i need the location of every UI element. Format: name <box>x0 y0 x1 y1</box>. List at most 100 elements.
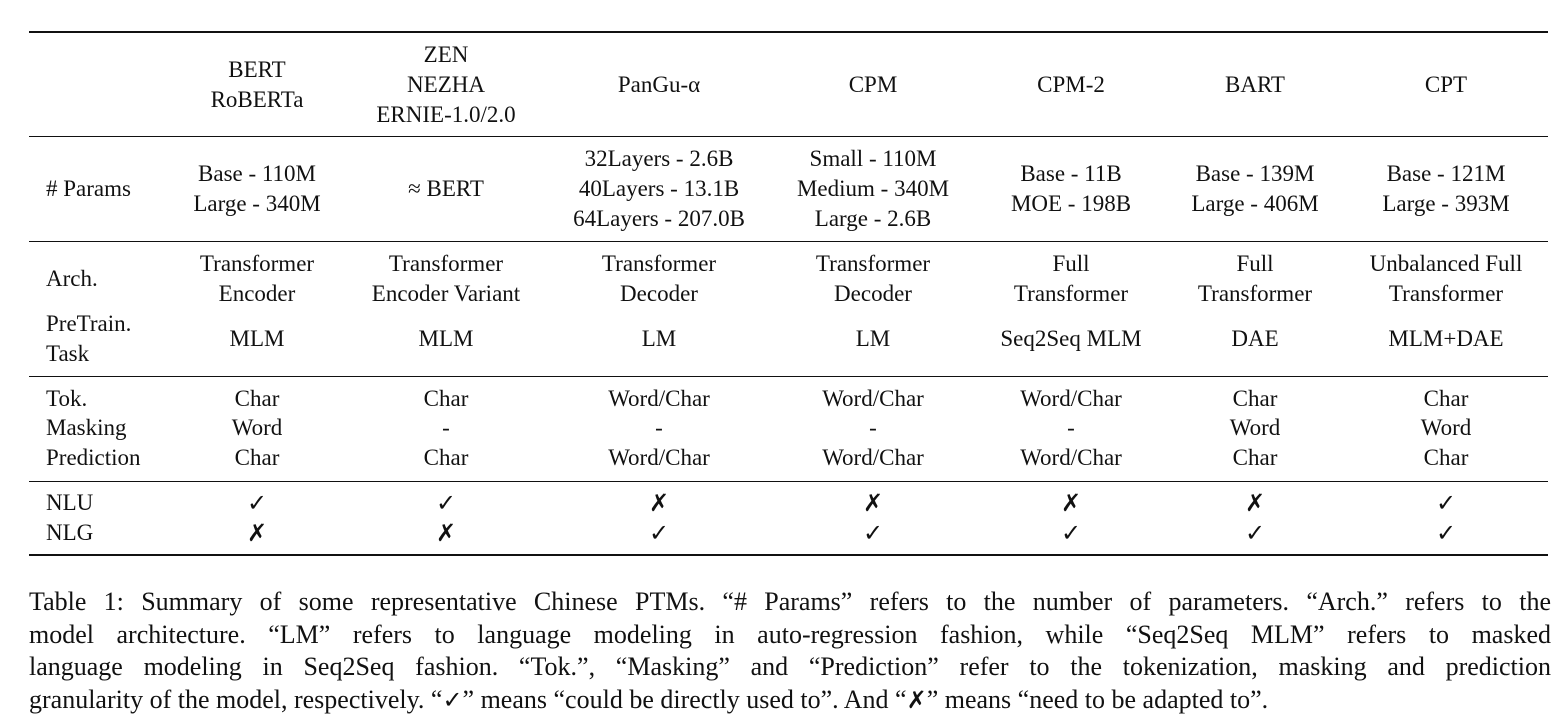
pretrain-cell-cpm2-line-1: Seq2Seq MLM <box>1000 326 1142 351</box>
nlu-cell-cpm2-line-1: ✗ <box>1060 489 1082 517</box>
arch-cell-cpt: Unbalanced Full Transformer <box>1341 249 1551 309</box>
model-header-zen-line-3: ERNIE-1.0/2.0 <box>376 102 516 127</box>
nlu-cell-bart-line-1: ✗ <box>1244 489 1266 517</box>
row-label-pretrain-2: Task <box>46 341 90 366</box>
model-header-cpm2: CPM-2 <box>966 70 1176 100</box>
masking-cell-pangu-line-1: - <box>655 415 663 440</box>
row-label-tok: Tok. <box>46 386 88 411</box>
nlu-cell-bart: ✗ <box>1150 488 1360 518</box>
prediction-cell-zen-line-1: Char <box>423 445 469 470</box>
arch-bottom-rule <box>29 376 1548 377</box>
arch-cell-cpm2-line-1: Full <box>1052 251 1090 276</box>
row-label-pretrain-1: PreTrain. <box>46 311 132 336</box>
nlg-cell-bert: ✗ <box>152 518 362 548</box>
tok-cell-cpm-line-1: Word/Char <box>822 386 924 411</box>
caption-line-3: language modeling in Seq2Seq fashion. “T… <box>29 652 1551 681</box>
pretrain-cell-bart-line-1: DAE <box>1231 326 1279 351</box>
nlg-cell-pangu: ✓ <box>554 518 764 548</box>
params-cell-cpm-line-1: Small - 110M <box>809 146 937 171</box>
prediction-cell-pangu-line-1: Word/Char <box>608 445 710 470</box>
arch-cell-bart-line-1: Full <box>1236 251 1274 276</box>
prediction-cell-cpt: Char <box>1341 443 1551 473</box>
nlg-cell-cpt: ✓ <box>1341 518 1551 548</box>
nlg-cell-cpm2-line-1: ✓ <box>1060 519 1082 547</box>
arch-cell-cpm2: Full Transformer <box>966 249 1176 309</box>
pretrain-cell-cpm: LM <box>768 324 978 354</box>
arch-cell-pangu: Transformer Decoder <box>554 249 764 309</box>
nlu-cell-cpm2: ✗ <box>966 488 1176 518</box>
nlg-cell-cpm: ✓ <box>768 518 978 548</box>
nlu-cell-zen: ✓ <box>341 488 551 518</box>
nlg-cell-bart: ✓ <box>1150 518 1360 548</box>
model-header-bert: BERT RoBERTa <box>152 55 362 115</box>
params-cell-pangu-line-2: 40Layers - 13.1B <box>578 176 740 201</box>
arch-cell-cpm: Transformer Decoder <box>768 249 978 309</box>
nlg-cell-zen: ✗ <box>341 518 551 548</box>
arch-cell-bart-line-2: Transformer <box>1197 281 1313 306</box>
model-header-pangu-line-1: PanGu-α <box>617 72 701 97</box>
row-label-arch: Arch. <box>46 266 98 291</box>
pretrain-cell-bart: DAE <box>1150 324 1360 354</box>
model-header-zen: ZEN NEZHA ERNIE-1.0/2.0 <box>341 40 551 130</box>
tok-cell-cpt-line-1: Char <box>1423 386 1469 411</box>
arch-cell-cpt-line-2: Transformer <box>1388 281 1504 306</box>
pretrain-cell-bert-line-1: MLM <box>229 326 285 351</box>
params-cell-bert: Base - 110M Large - 340M <box>152 159 362 219</box>
nlu-cell-pangu-line-1: ✗ <box>648 489 670 517</box>
nlg-cell-zen-line-1: ✗ <box>435 519 457 547</box>
params-cell-cpm-line-3: Large - 2.6B <box>814 206 932 231</box>
caption-line-4-c: ” means “need to be adapted to”. <box>926 684 1269 714</box>
header-bottom-rule <box>29 136 1548 137</box>
params-cell-cpm2-line-2: MOE - 198B <box>1010 191 1132 216</box>
model-header-pangu: PanGu-α <box>554 70 764 100</box>
nlg-cell-bert-line-1: ✗ <box>246 519 268 547</box>
caption-line-4: granularity of the model, respectively. … <box>29 684 1551 717</box>
params-cell-pangu: 32Layers - 2.6B 40Layers - 13.1B 64Layers … <box>554 144 764 234</box>
check-mark-icon: ✓ <box>442 685 463 714</box>
table-caption: Table 1: Summary of some representative … <box>29 586 1551 716</box>
params-cell-cpt-line-1: Base - 121M <box>1386 161 1506 186</box>
nlu-cell-cpt: ✓ <box>1341 488 1551 518</box>
params-cell-zen-line-1: ≈ BERT <box>408 176 484 201</box>
model-header-zen-line-2: NEZHA <box>407 72 485 97</box>
tok-cell-zen-line-1: Char <box>423 386 469 411</box>
model-header-cpm2-line-1: CPM-2 <box>1037 72 1105 97</box>
tok-cell-bart: Char <box>1150 384 1360 414</box>
params-cell-cpt-line-2: Large - 393M <box>1382 191 1510 216</box>
masking-cell-zen-line-1: - <box>442 415 450 440</box>
params-cell-pangu-line-3: 64Layers - 207.0B <box>573 206 745 231</box>
nlg-cell-pangu-line-1: ✓ <box>648 519 670 547</box>
arch-cell-cpm2-line-2: Transformer <box>1013 281 1129 306</box>
nlu-cell-cpm: ✗ <box>768 488 978 518</box>
params-cell-zen: ≈ BERT <box>341 174 551 204</box>
prediction-cell-cpm: Word/Char <box>768 443 978 473</box>
tok-cell-cpt: Char <box>1341 384 1551 414</box>
tok-cell-bert: Char <box>152 384 362 414</box>
masking-cell-bart: Word <box>1150 413 1360 443</box>
tok-cell-zen: Char <box>341 384 551 414</box>
prediction-cell-cpm-line-1: Word/Char <box>822 445 924 470</box>
table-top-rule <box>29 31 1548 33</box>
model-header-cpm: CPM <box>768 70 978 100</box>
masking-cell-cpt: Word <box>1341 413 1551 443</box>
arch-cell-zen-line-2: Encoder Variant <box>371 281 521 306</box>
masking-cell-bert-line-1: Word <box>231 415 283 440</box>
row-label-prediction: Prediction <box>46 445 141 470</box>
masking-cell-cpt-line-1: Word <box>1420 415 1472 440</box>
nlg-cell-cpt-line-1: ✓ <box>1435 519 1457 547</box>
prediction-cell-cpm2: Word/Char <box>966 443 1176 473</box>
params-cell-bert-line-1: Base - 110M <box>198 161 316 186</box>
params-cell-pangu-line-1: 32Layers - 2.6B <box>584 146 734 171</box>
arch-cell-bert-line-1: Transformer <box>199 251 315 276</box>
tok-cell-cpm: Word/Char <box>768 384 978 414</box>
masking-cell-cpm-line-1: - <box>869 415 877 440</box>
tok-cell-bart-line-1: Char <box>1232 386 1278 411</box>
masking-cell-zen: - <box>341 413 551 443</box>
pretrain-cell-cpm-line-1: LM <box>855 326 891 351</box>
tok-cell-cpm2: Word/Char <box>966 384 1176 414</box>
table-bottom-rule <box>29 554 1548 556</box>
prediction-cell-bert: Char <box>152 443 362 473</box>
tok-cell-bert-line-1: Char <box>234 386 280 411</box>
nlg-cell-cpm-line-1: ✓ <box>862 519 884 547</box>
params-bottom-rule <box>29 241 1548 242</box>
